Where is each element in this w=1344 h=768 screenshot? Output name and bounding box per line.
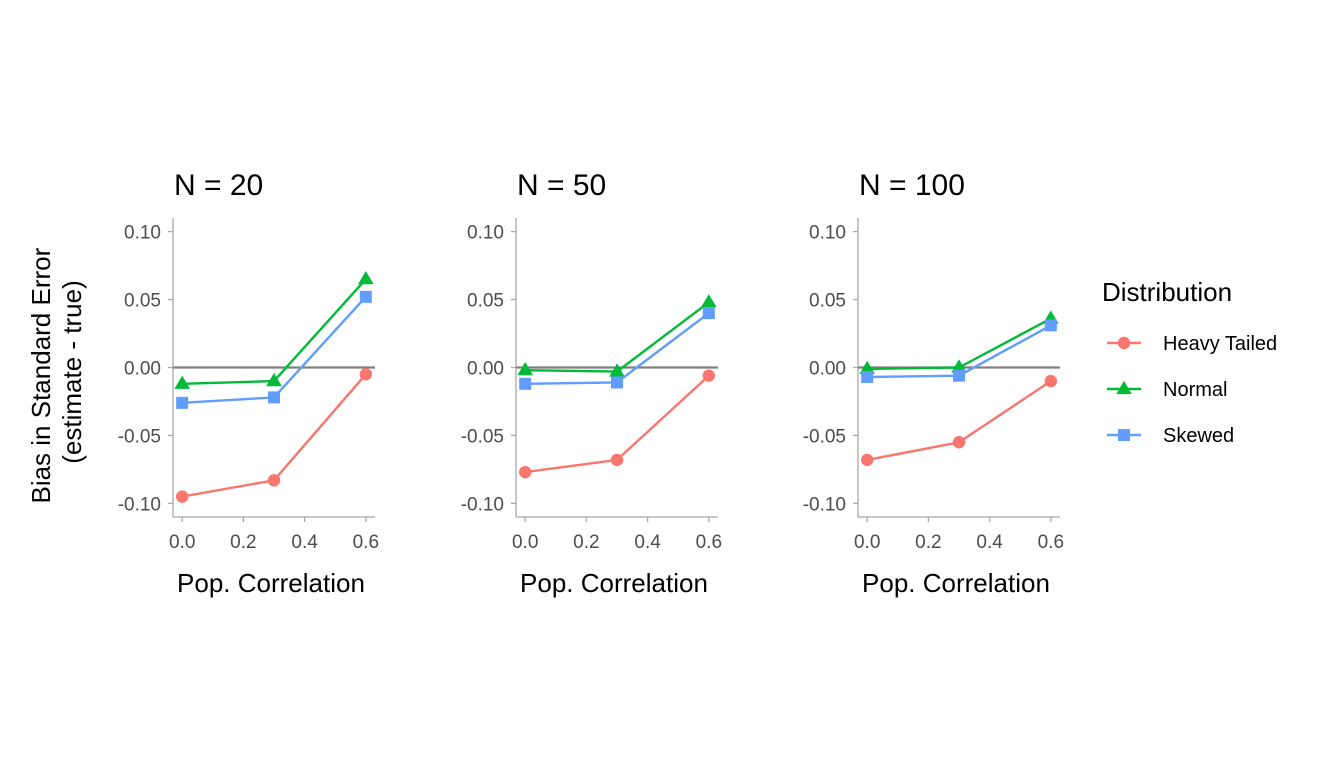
y-axis-title: Bias in Standard Error (estimate - true) [26,240,87,503]
data-point-normal [358,271,374,285]
panel-1: N = 20 -0.10 -0.05 0.00 0.05 0.10 0.0 0.2 0.4 0.6… [118,169,379,598]
y-tick-label: 0.05 [124,291,161,312]
legend-swatch-marker [1117,336,1131,350]
y-tick-label: -0.10 [118,494,161,515]
y-tick-label: -0.10 [461,494,504,515]
data-point-heavy-tailed [175,490,189,503]
panel-title: N = 50 [517,169,606,202]
data-point-normal [951,359,967,373]
y-tick-label: 0.05 [467,291,504,312]
legend-swatch-marker [1116,380,1132,395]
data-point-heavy-tailed [952,436,966,449]
x-tick-label: 0.0 [169,532,195,553]
x-tick-label: 0.0 [512,532,538,553]
y-tick-label: 0.10 [124,223,161,244]
x-tick-label: 0.6 [1038,532,1064,553]
y-tick-label: -0.05 [803,426,846,447]
data-point-normal [517,362,533,376]
y-tick-label: 0.10 [467,223,504,244]
panel-2: N = 50 -0.10 -0.05 0.00 0.05 0.10 0.0 0.2 0.4 0.6… [461,169,722,598]
series-line-normal [525,301,710,373]
data-point-normal [701,294,717,308]
data-point-normal [609,363,625,377]
panels: N = 20 -0.10 -0.05 0.00 0.05 0.10 0.0 0.2 0.4 0.6… [118,169,1064,598]
data-point-heavy-tailed [359,368,373,381]
x-tick-label: 0.4 [976,532,1003,553]
legend-label: Normal [1163,379,1227,401]
legend-label: Heavy Tailed [1163,333,1277,355]
data-point-heavy-tailed [1044,374,1058,388]
data-point-normal [859,360,875,374]
data-point-skewed [861,371,874,384]
panel-title: N = 20 [174,169,263,202]
x-axis-title: Pop. Correlation [520,568,708,598]
y-tick-label: 0.00 [124,359,161,380]
data-point-heavy-tailed [267,474,281,487]
data-point-skewed [359,290,372,303]
x-axis-title: Pop. Correlation [177,568,365,598]
data-point-skewed [1044,319,1057,332]
x-tick-label: 0.4 [634,532,661,553]
data-point-skewed [519,377,532,390]
y-tick-label: -0.05 [118,426,161,447]
data-point-skewed [953,369,965,382]
panel-title: N = 100 [859,169,965,202]
x-tick-label: 0.6 [353,532,379,553]
y-tick-label: -0.05 [461,426,504,447]
y-axis-title-line-1: Bias in Standard Error [26,247,56,503]
data-point-normal [266,372,282,387]
data-point-skewed [176,396,189,409]
data-point-normal [174,375,190,389]
data-point-skewed [268,391,280,404]
x-axis-title: Pop. Correlation [862,568,1050,598]
data-point-heavy-tailed [610,453,624,467]
y-tick-label: 0.05 [809,291,846,312]
legend-item-heavy-tailed: Heavy Tailed [1107,333,1277,355]
legend: Distribution Heavy Tailed Normal Skewed [1102,277,1277,447]
y-axis-title-line-2: (estimate - true) [57,280,87,464]
y-tick-label: 0.10 [809,223,846,244]
legend-swatch-marker [1118,429,1130,441]
data-point-heavy-tailed [518,465,532,479]
legend-label: Skewed [1163,425,1234,447]
x-tick-label: 0.2 [573,532,599,553]
data-point-heavy-tailed [860,453,874,467]
y-tick-label: 0.00 [467,359,504,380]
panel-3: N = 100 -0.10 -0.05 0.00 0.05 0.10 0.0 0.2 0.4 0.… [803,169,1064,598]
x-tick-label: 0.4 [291,532,318,553]
data-point-heavy-tailed [702,369,716,382]
x-tick-label: 0.0 [854,532,880,553]
series-line-skewed [182,295,367,404]
y-tick-label: -0.10 [803,494,846,515]
x-tick-label: 0.2 [230,532,256,553]
data-point-skewed [611,376,623,389]
x-tick-label: 0.6 [696,532,722,553]
legend-item-skewed: Skewed [1107,425,1234,447]
data-point-skewed [702,307,715,320]
x-tick-label: 0.2 [915,532,941,553]
legend-title: Distribution [1102,277,1232,307]
legend-item-normal: Normal [1107,379,1227,401]
y-tick-label: 0.00 [809,359,846,380]
